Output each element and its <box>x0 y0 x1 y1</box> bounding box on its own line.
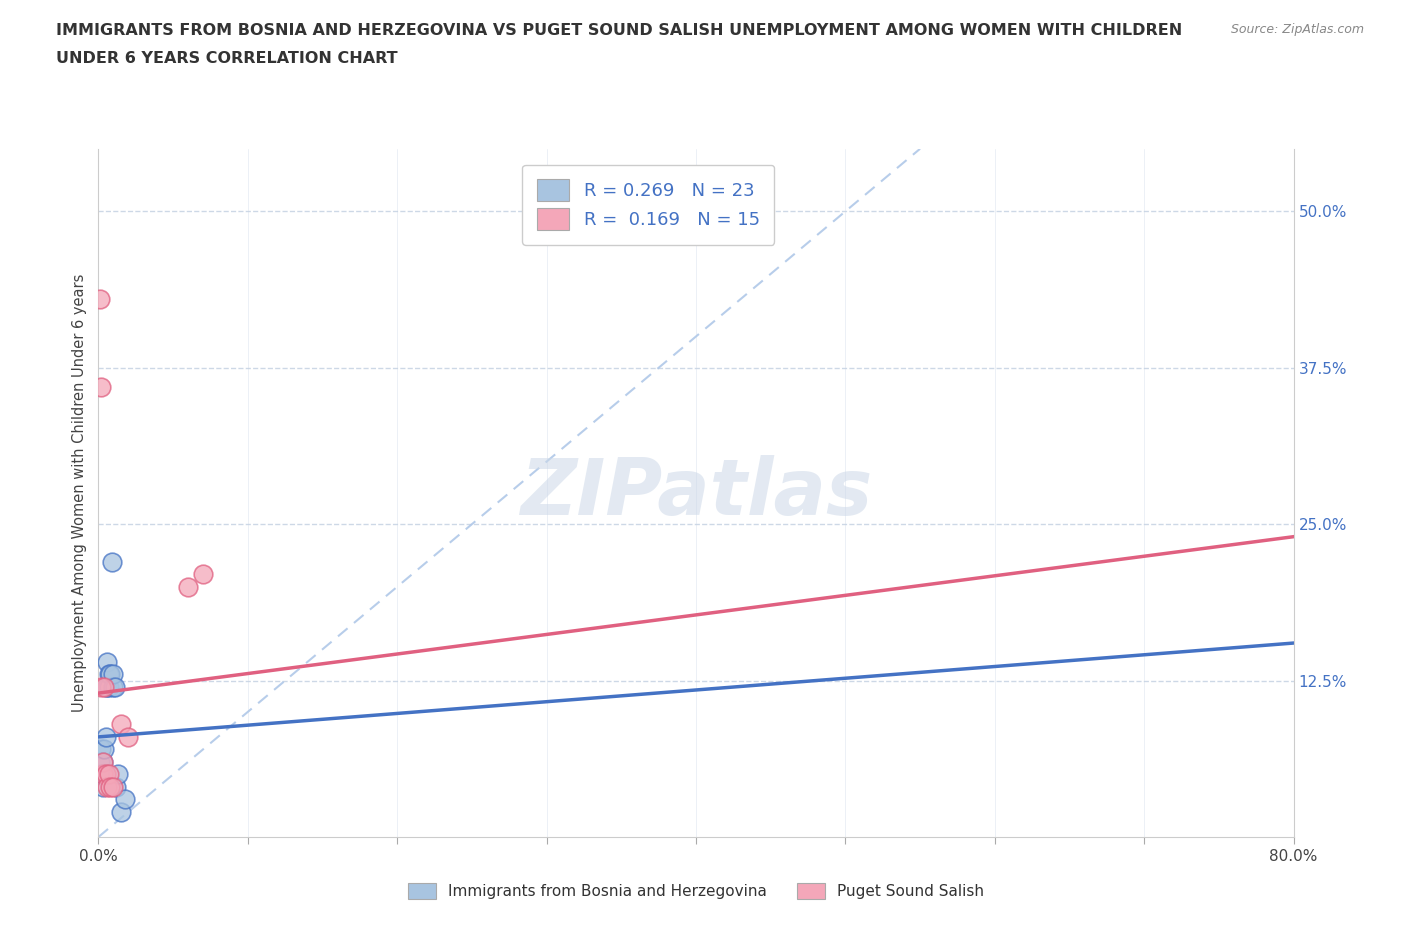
Text: UNDER 6 YEARS CORRELATION CHART: UNDER 6 YEARS CORRELATION CHART <box>56 51 398 66</box>
Point <box>114 792 136 807</box>
Point <box>90 680 112 695</box>
Point <box>96 655 118 670</box>
Point <box>89 291 111 306</box>
Point <box>97 767 120 782</box>
Point <box>107 767 129 782</box>
Point <box>94 767 117 782</box>
Point <box>90 767 112 782</box>
Point <box>104 680 127 695</box>
Point <box>110 717 132 732</box>
Point <box>91 754 114 769</box>
Text: ZIPatlas: ZIPatlas <box>520 455 872 531</box>
Point <box>89 767 111 782</box>
Point <box>91 754 114 769</box>
Point <box>91 767 114 782</box>
Point <box>177 579 200 594</box>
Point <box>94 680 117 695</box>
Point <box>90 379 112 394</box>
Point <box>101 554 124 569</box>
Point <box>90 742 112 757</box>
Point <box>100 779 122 794</box>
Point <box>96 779 118 794</box>
Y-axis label: Unemployment Among Women with Children Under 6 years: Unemployment Among Women with Children U… <box>72 273 87 712</box>
Point <box>93 742 115 757</box>
Point <box>103 680 125 695</box>
Point <box>96 680 118 695</box>
Point <box>117 729 139 744</box>
Point <box>105 779 128 794</box>
Point <box>93 680 115 695</box>
Point <box>191 566 214 581</box>
Point <box>89 754 111 769</box>
Text: IMMIGRANTS FROM BOSNIA AND HERZEGOVINA VS PUGET SOUND SALISH UNEMPLOYMENT AMONG : IMMIGRANTS FROM BOSNIA AND HERZEGOVINA V… <box>56 23 1182 38</box>
Point <box>91 779 114 794</box>
Point <box>110 804 132 819</box>
Point <box>97 680 120 695</box>
Point <box>100 667 122 682</box>
Legend: Immigrants from Bosnia and Herzegovina, Puget Sound Salish: Immigrants from Bosnia and Herzegovina, … <box>402 877 990 905</box>
Point <box>97 667 120 682</box>
Point <box>93 767 115 782</box>
Point <box>94 729 117 744</box>
Text: Source: ZipAtlas.com: Source: ZipAtlas.com <box>1230 23 1364 36</box>
Point <box>103 667 125 682</box>
Point <box>103 779 125 794</box>
